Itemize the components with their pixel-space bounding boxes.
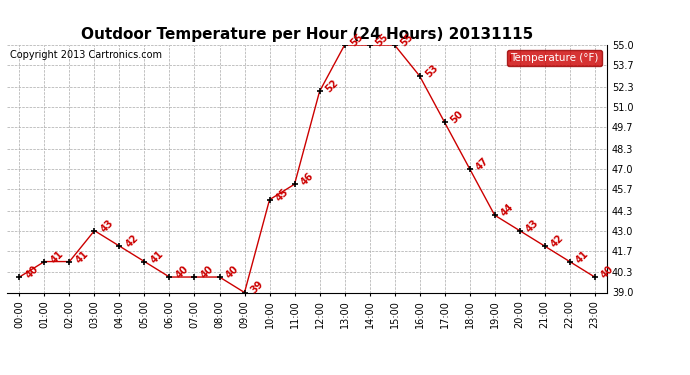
Text: 42: 42 [549, 233, 565, 249]
Text: 40: 40 [23, 264, 40, 280]
Text: 42: 42 [124, 233, 140, 249]
Text: 46: 46 [299, 171, 315, 188]
Text: 40: 40 [174, 264, 190, 280]
Text: Copyright 2013 Cartronics.com: Copyright 2013 Cartronics.com [10, 50, 162, 60]
Text: 44: 44 [499, 202, 515, 219]
Legend: Temperature (°F): Temperature (°F) [507, 50, 602, 66]
Text: 53: 53 [424, 63, 440, 80]
Text: 43: 43 [99, 217, 115, 234]
Text: 40: 40 [224, 264, 240, 280]
Text: 55: 55 [348, 32, 365, 48]
Text: 52: 52 [324, 78, 340, 95]
Text: 39: 39 [248, 279, 265, 296]
Text: 47: 47 [474, 156, 491, 172]
Text: 41: 41 [74, 248, 90, 265]
Text: 50: 50 [448, 109, 465, 126]
Text: 41: 41 [48, 248, 65, 265]
Text: 40: 40 [599, 264, 615, 280]
Text: 41: 41 [148, 248, 165, 265]
Text: 43: 43 [524, 217, 540, 234]
Text: 55: 55 [399, 32, 415, 48]
Text: 40: 40 [199, 264, 215, 280]
Text: 41: 41 [574, 248, 591, 265]
Title: Outdoor Temperature per Hour (24 Hours) 20131115: Outdoor Temperature per Hour (24 Hours) … [81, 27, 533, 42]
Text: 45: 45 [274, 186, 290, 203]
Text: 55: 55 [374, 32, 391, 48]
